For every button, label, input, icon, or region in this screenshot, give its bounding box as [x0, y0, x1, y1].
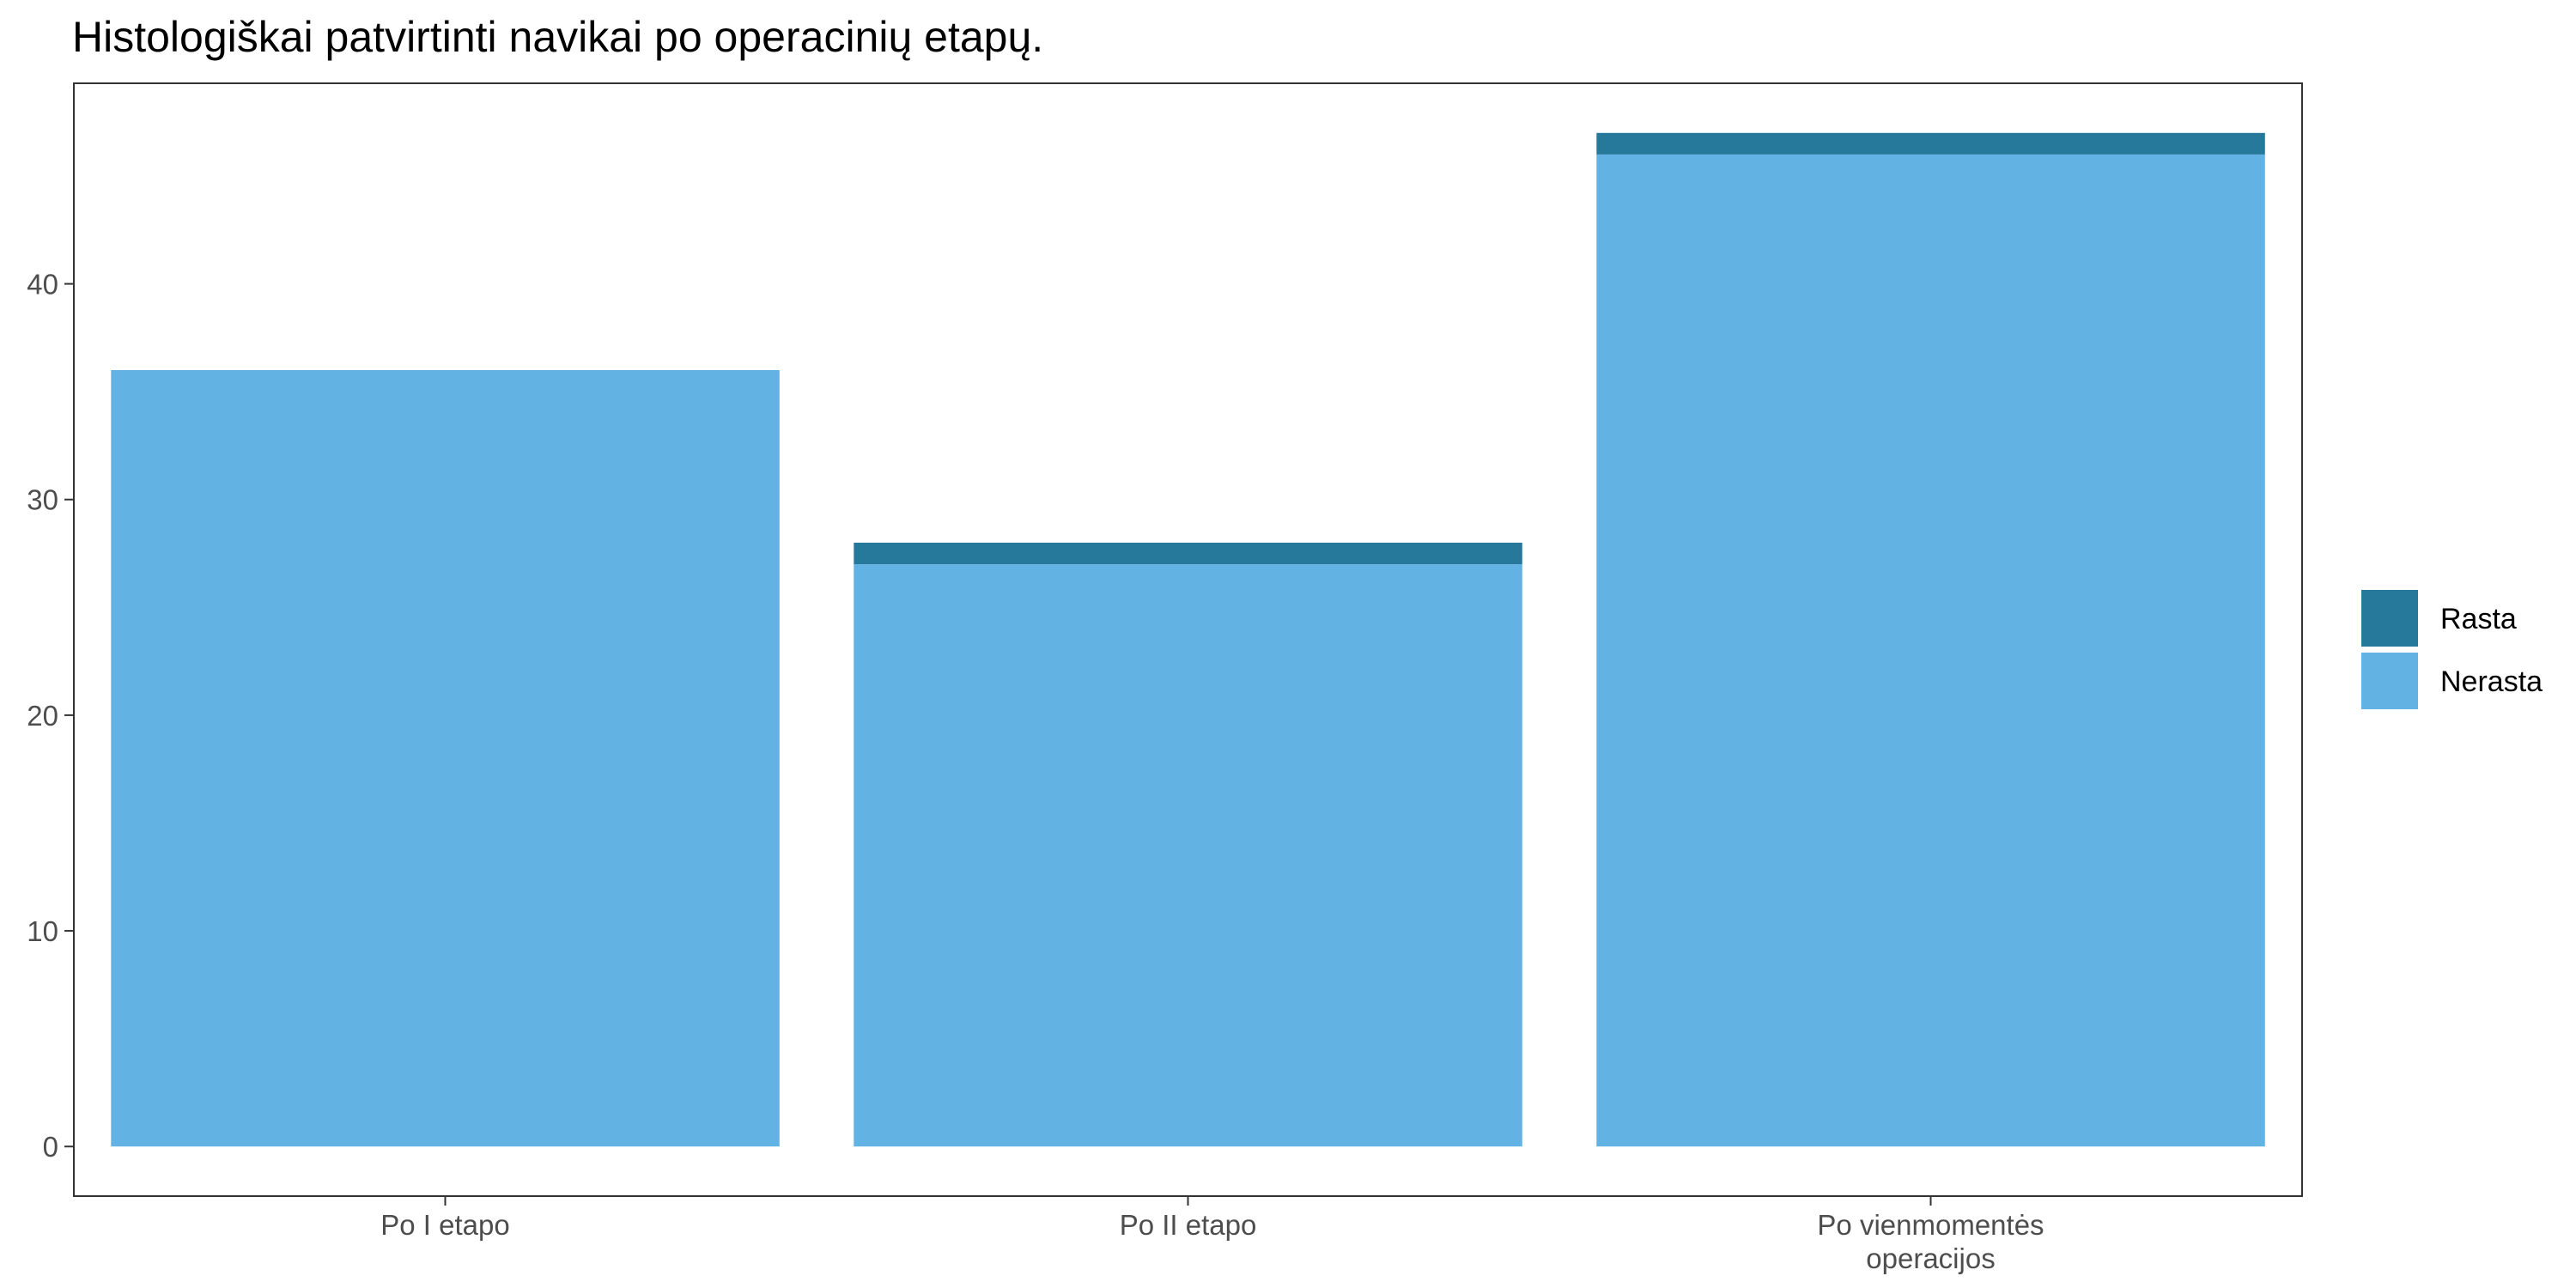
y-axis: 0 10 20 30 40: [27, 269, 74, 1163]
y-tick-label: 20: [27, 700, 58, 732]
x-tick-label: Po II etapo: [1120, 1209, 1257, 1241]
y-tick-label: 30: [27, 484, 58, 516]
legend: Rasta Nerasta: [2361, 590, 2543, 709]
x-tick-label: operacijos: [1866, 1242, 1995, 1274]
y-tick-label: 10: [27, 915, 58, 947]
legend-key-rasta: [2361, 590, 2418, 647]
legend-label-rasta: Rasta: [2440, 603, 2517, 635]
bar-nerasta-3: [1596, 154, 2265, 1147]
legend-label-nerasta: Nerasta: [2440, 665, 2543, 698]
chart-title: Histologiškai patvirtinti navikai po ope…: [72, 13, 1043, 61]
x-axis: Po I etapo Po II etapo Po vienmomentėsoper…: [380, 1196, 2044, 1274]
bar-nerasta-1: [111, 370, 780, 1147]
x-tick-label: Po vienmomentės: [1817, 1209, 2044, 1241]
y-tick-label: 0: [43, 1131, 58, 1163]
legend-key-nerasta: [2361, 653, 2418, 709]
x-tick-label: Po I etapo: [380, 1209, 509, 1241]
bar-nerasta-2: [854, 564, 1522, 1147]
bar-rasta-2: [854, 543, 1522, 565]
y-tick-label: 40: [27, 269, 58, 301]
bar-rasta-3: [1596, 132, 2265, 155]
